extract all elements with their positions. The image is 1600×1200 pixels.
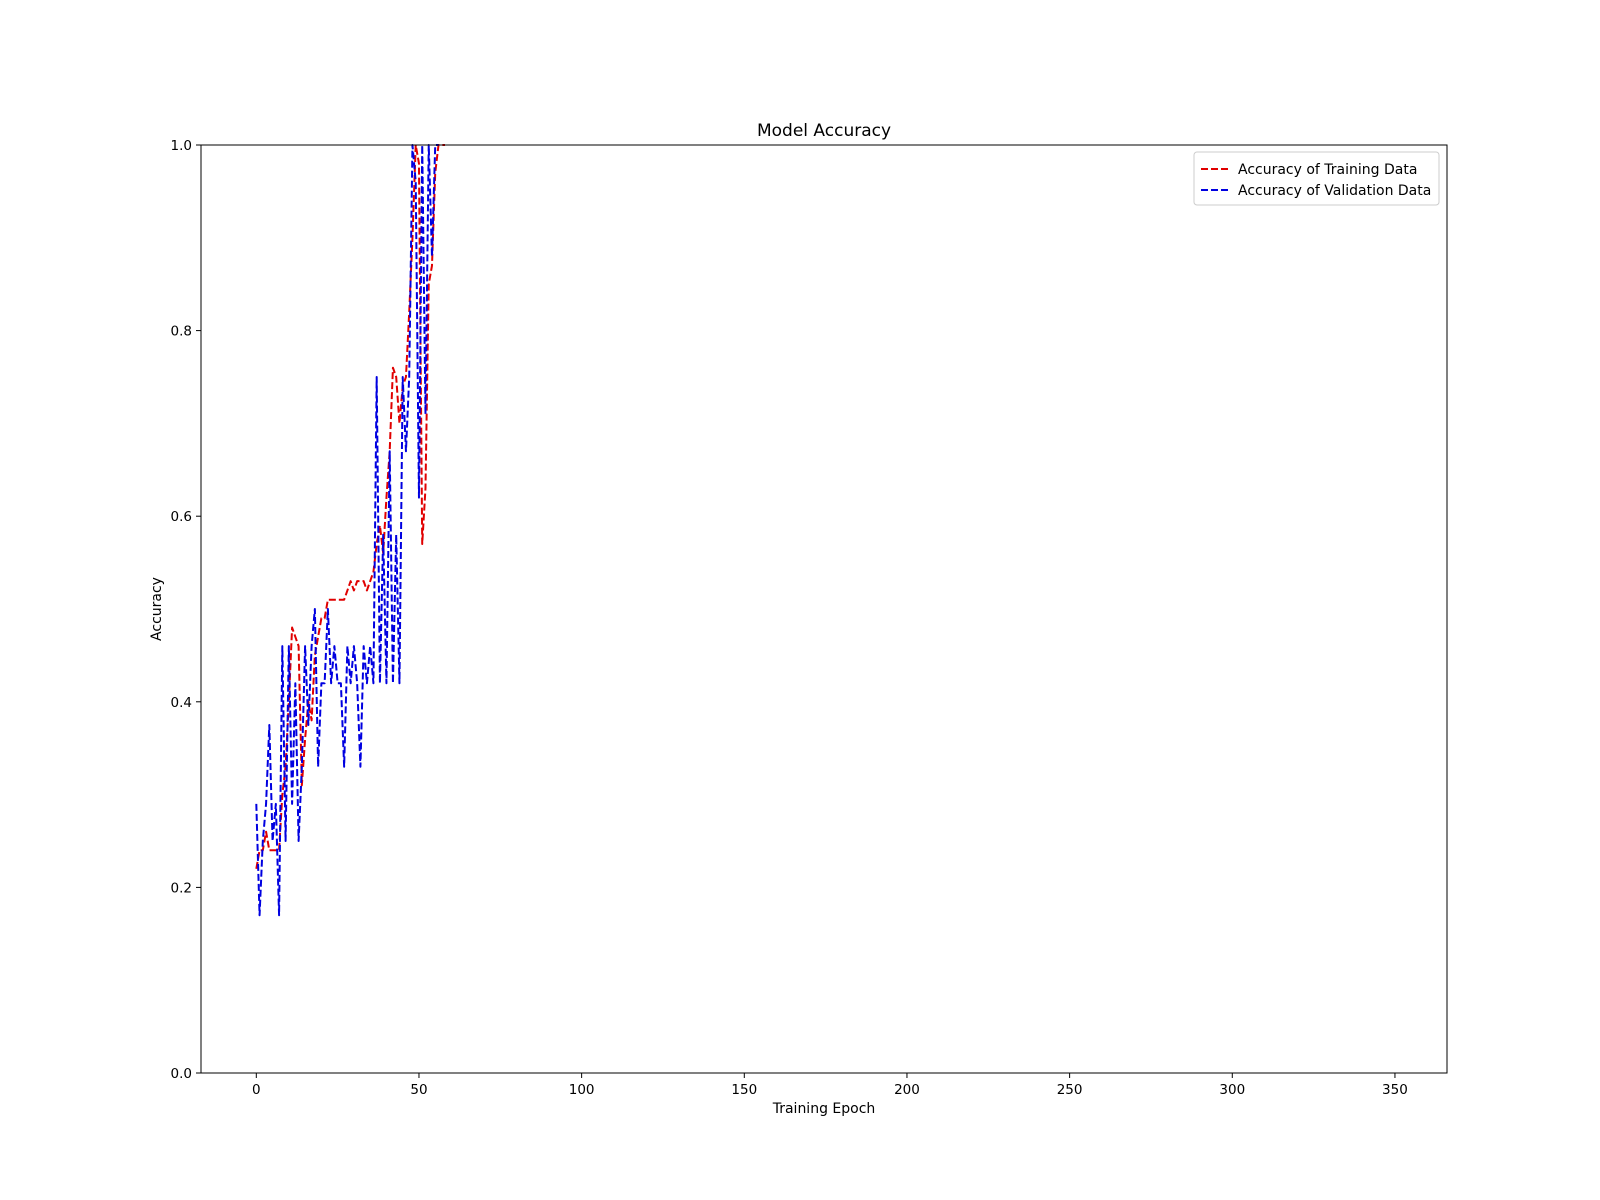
x-tick-label: 250 bbox=[1057, 1082, 1083, 1098]
series-line-training bbox=[255, 144, 445, 870]
y-tick-label: 0.8 bbox=[171, 324, 192, 340]
x-axis-label: Training Epoch bbox=[772, 1101, 876, 1117]
x-tick-label: 350 bbox=[1382, 1082, 1408, 1098]
axis-ticks: 0 50 100 150 200 250 300 350 0.0 0.2 0.4 0.6 0.8 1.0 bbox=[171, 138, 1408, 1098]
x-tick-label: 150 bbox=[731, 1082, 757, 1098]
plot-frame bbox=[200, 144, 1448, 1074]
legend-entry-label: Accuracy of Training Data bbox=[1238, 162, 1417, 178]
x-tick-label: 0 bbox=[252, 1082, 261, 1098]
chart-title: Model Accuracy bbox=[757, 121, 891, 141]
y-tick-label: 0.4 bbox=[171, 695, 192, 711]
y-axis-label: Accuracy bbox=[149, 577, 165, 641]
legend-box bbox=[1193, 151, 1440, 206]
x-tick-label: 200 bbox=[894, 1082, 920, 1098]
legend-entry-label: Accuracy of Validation Data bbox=[1238, 183, 1431, 199]
y-tick-label: 0.6 bbox=[171, 509, 192, 525]
series-line-validation bbox=[255, 144, 439, 917]
x-tick-label: 50 bbox=[410, 1082, 427, 1098]
y-tick-label: 0.2 bbox=[171, 880, 192, 896]
x-tick-label: 100 bbox=[569, 1082, 595, 1098]
x-tick-label: 300 bbox=[1219, 1082, 1245, 1098]
y-tick-label: 1.0 bbox=[171, 138, 192, 154]
series-lines bbox=[255, 144, 445, 917]
y-tick-label: 0.0 bbox=[171, 1066, 192, 1082]
legend: Accuracy of Training Data Accuracy of Val… bbox=[1193, 151, 1440, 206]
